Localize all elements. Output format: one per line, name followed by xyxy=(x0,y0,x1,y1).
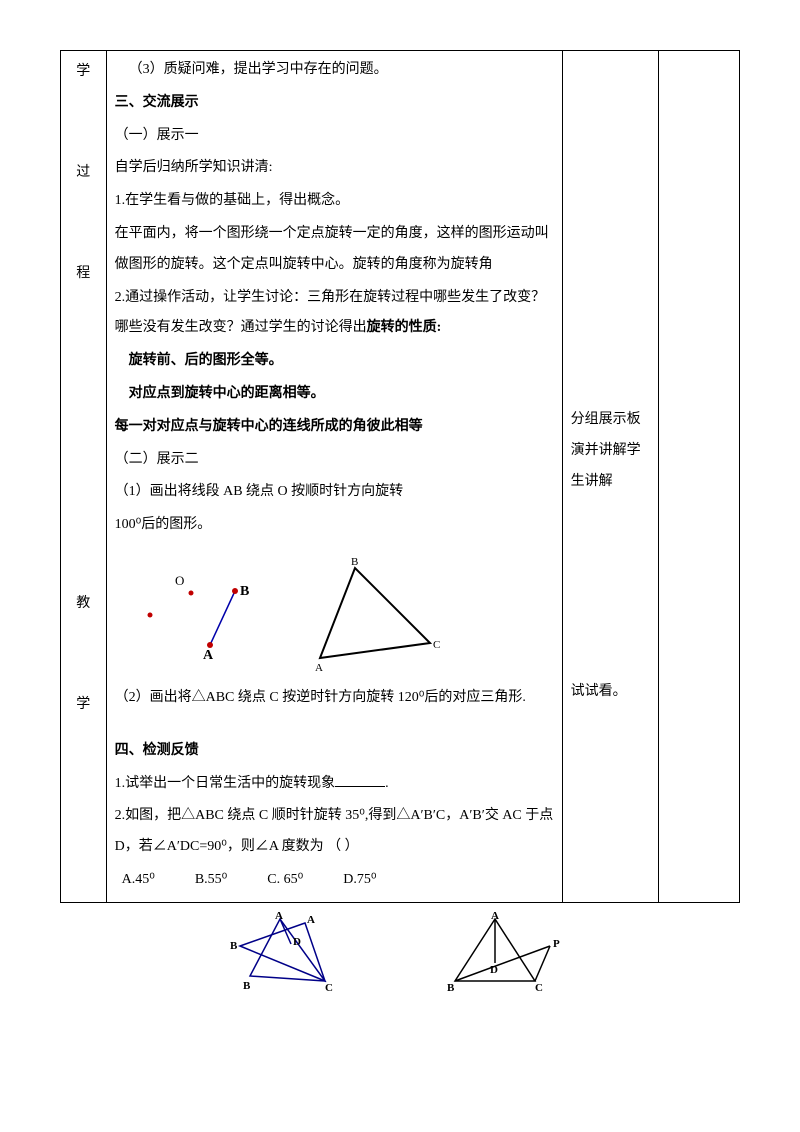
side-note-1: 分组展示板演并讲解学生讲解 xyxy=(571,55,650,497)
options-row: A.45⁰ B.55⁰ C. 65⁰ D.75⁰ xyxy=(115,865,554,896)
prop1: 旋转前、后的图形全等。 xyxy=(115,346,554,377)
vchar-cheng: 程 xyxy=(69,259,98,290)
figure-triangle-abc: A B C xyxy=(295,553,445,673)
bottom-fig-1: A A B D B C xyxy=(225,911,365,996)
page-container: 学 过 程 教 学 （3）质疑问难，提出学习中存在的问题。 三、交流展示 （一）… xyxy=(0,0,800,1016)
vchar-xue: 学 xyxy=(69,57,98,88)
show1-title: （一）展示一 xyxy=(115,121,554,152)
figure-row: O B A A B C xyxy=(115,543,554,683)
bf2-a: A xyxy=(491,911,499,922)
opt-b: B.55⁰ xyxy=(195,872,227,887)
point1: 1.在学生看与做的基础上，得出概念。 xyxy=(115,186,554,217)
figure-line-ab: O B A xyxy=(135,563,265,663)
bf1-b2: B xyxy=(243,980,251,992)
show2-q1b: 100⁰后的图形。 xyxy=(115,510,554,541)
label-o: O xyxy=(175,573,184,588)
show1-desc: 自学后归纳所学知识讲清: xyxy=(115,153,554,184)
notes-column: 分组展示板演并讲解学生讲解 试试看。 xyxy=(562,51,658,903)
bf1-b1: B xyxy=(230,940,238,952)
opt-d: D.75⁰ xyxy=(343,872,376,887)
dot-left xyxy=(147,612,152,617)
bottom-figures: A A B D B C A P D B C xyxy=(60,911,740,996)
opt-c: C. 65⁰ xyxy=(267,872,303,887)
dot-o xyxy=(188,590,193,595)
main-table: 学 过 程 教 学 （3）质疑问难，提出学习中存在的问题。 三、交流展示 （一）… xyxy=(60,50,740,903)
bf2-d: D xyxy=(490,964,498,976)
line-q3: （3）质疑问难，提出学习中存在的问题。 xyxy=(115,55,554,86)
label-b: B xyxy=(240,584,249,599)
label-a: A xyxy=(203,648,214,663)
prop2: 对应点到旋转中心的距离相等。 xyxy=(115,379,554,410)
bf1-c: C xyxy=(325,982,333,994)
tri-label-a: A xyxy=(315,662,323,673)
bf2-b: B xyxy=(447,982,455,994)
line-ab xyxy=(210,591,235,645)
bf2-p: P xyxy=(553,938,560,950)
left-column: 学 过 程 教 学 xyxy=(61,51,107,903)
point2-text: 2.通过操作活动，让学生讨论：三角形在旋转过程中哪些发生了改变？哪些没有发生改变… xyxy=(115,290,546,336)
q4-2: 2.如图，把△ABC 绕点 C 顺时针旋转 35⁰,得到△A′B′C，A′B′交… xyxy=(115,801,554,863)
bf1-d: D xyxy=(293,936,301,948)
prop3: 每一对对应点与旋转中心的连线所成的角彼此相等 xyxy=(115,412,554,443)
content-column: （3）质疑问难，提出学习中存在的问题。 三、交流展示 （一）展示一 自学后归纳所… xyxy=(106,51,562,903)
point2-bold: 旋转的性质: xyxy=(367,320,442,335)
heading-4: 四、检测反馈 xyxy=(115,736,554,767)
bottom-fig-2: A P D B C xyxy=(435,911,575,996)
dot-b xyxy=(232,588,238,594)
show2-q2: （2）画出将△ABC 绕点 C 按逆时针方向旋转 120⁰后的对应三角形. xyxy=(115,683,554,714)
tri-label-c: C xyxy=(433,639,440,651)
bf2-line-bp xyxy=(455,946,550,981)
vchar-jiao: 教 xyxy=(69,589,98,620)
vchar-xue2: 学 xyxy=(69,690,98,721)
q4-1-text: 1.试举出一个日常生活中的旋转现象 xyxy=(115,776,336,791)
q4-1: 1.试举出一个日常生活中的旋转现象. xyxy=(115,769,554,800)
triangle-abc xyxy=(320,568,430,658)
bf1-a2: A xyxy=(307,914,315,926)
tri-label-b: B xyxy=(351,556,358,568)
q4-1-period: . xyxy=(385,776,389,791)
vchar-guo: 过 xyxy=(69,158,98,189)
heading-3: 三、交流展示 xyxy=(115,88,554,119)
opt-a: A.45⁰ xyxy=(122,872,155,887)
bf1-a1: A xyxy=(275,911,283,922)
show2-q1a: （1）画出将线段 AB 绕点 O 按顺时针方向旋转 xyxy=(115,477,554,508)
show2-title: （二）展示二 xyxy=(115,445,554,476)
side-note-2: 试试看。 xyxy=(571,677,650,708)
point2: 2.通过操作活动，让学生讨论：三角形在旋转过程中哪些发生了改变？哪些没有发生改变… xyxy=(115,283,554,345)
bf2-c: C xyxy=(535,982,543,994)
blank-line xyxy=(335,786,385,787)
empty-column xyxy=(658,51,739,903)
concept-text: 在平面内，将一个图形绕一个定点旋转一定的角度，这样的图形运动叫做图形的旋转。这个… xyxy=(115,219,554,281)
